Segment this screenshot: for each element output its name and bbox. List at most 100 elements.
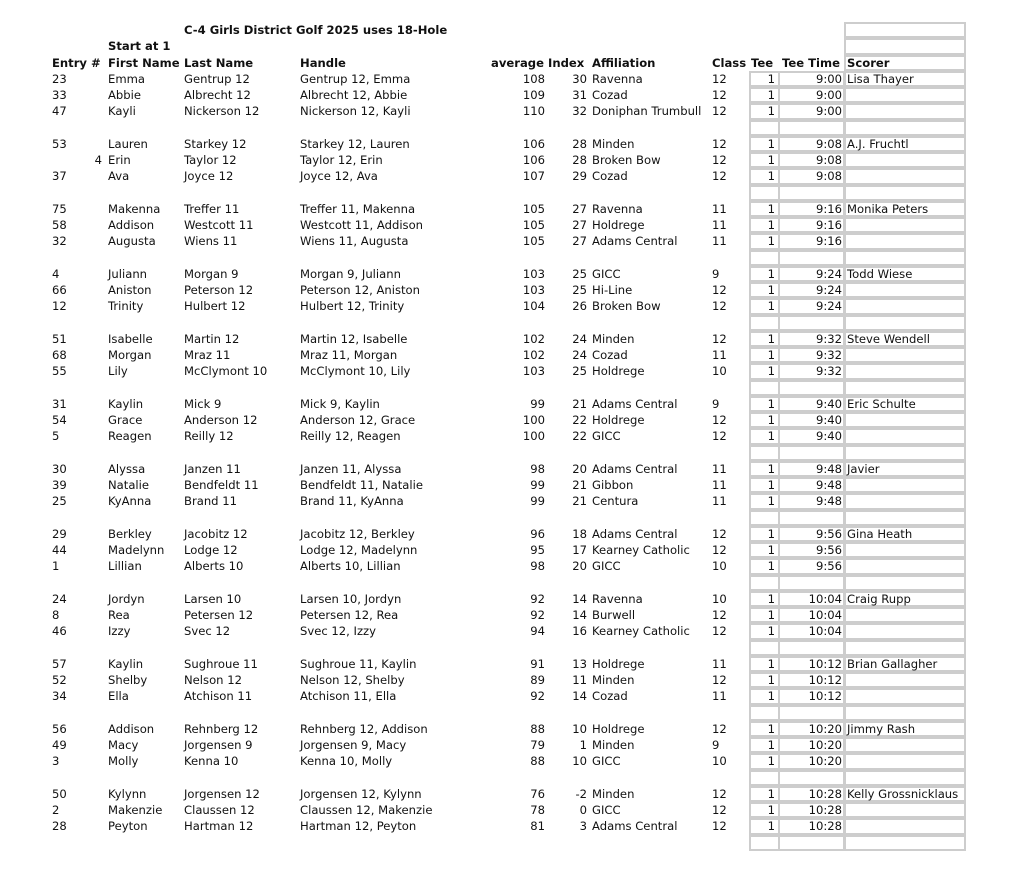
tee-cell[interactable]: 1 bbox=[749, 200, 780, 217]
tee-time-cell[interactable]: 9:24 bbox=[778, 298, 845, 315]
scorer-cell[interactable]: Jimmy Rash bbox=[844, 720, 966, 737]
tee-time-cell[interactable]: 9:00 bbox=[778, 103, 845, 120]
tee-cell[interactable]: 1 bbox=[749, 298, 780, 315]
scorer-cell[interactable] bbox=[844, 184, 966, 201]
tee-time-cell[interactable]: 9:24 bbox=[778, 282, 845, 299]
tee-time-cell[interactable] bbox=[778, 314, 845, 331]
scorer-cell[interactable] bbox=[844, 428, 966, 445]
tee-cell[interactable]: 1 bbox=[749, 412, 780, 429]
scorer-cell[interactable]: Javier bbox=[844, 460, 966, 477]
tee-cell[interactable]: 1 bbox=[749, 347, 780, 364]
scorer-cell[interactable] bbox=[844, 574, 966, 591]
scorer-cell[interactable] bbox=[844, 217, 966, 234]
tee-cell[interactable]: 1 bbox=[749, 152, 780, 169]
tee-cell[interactable] bbox=[749, 834, 780, 851]
scorer-cell[interactable] bbox=[844, 298, 966, 315]
tee-cell[interactable]: 1 bbox=[749, 493, 780, 510]
tee-cell[interactable] bbox=[749, 574, 780, 591]
tee-time-cell[interactable] bbox=[778, 444, 845, 461]
scorer-cell[interactable] bbox=[844, 802, 966, 819]
scorer-cell[interactable] bbox=[844, 249, 966, 266]
scorer-cell[interactable] bbox=[844, 119, 966, 136]
scorer-cell[interactable] bbox=[844, 282, 966, 299]
scorer-cell[interactable] bbox=[844, 379, 966, 396]
tee-time-cell[interactable] bbox=[778, 769, 845, 786]
tee-time-cell[interactable]: 10:04 bbox=[778, 607, 845, 624]
scorer-cell[interactable] bbox=[844, 737, 966, 754]
tee-time-cell[interactable]: 10:20 bbox=[778, 753, 845, 770]
scorer-cell[interactable]: Gina Heath bbox=[844, 525, 966, 542]
tee-cell[interactable]: 1 bbox=[749, 217, 780, 234]
tee-cell[interactable] bbox=[749, 379, 780, 396]
scorer-cell[interactable] bbox=[844, 38, 966, 55]
tee-cell[interactable]: 1 bbox=[749, 623, 780, 640]
tee-time-cell[interactable]: 9:08 bbox=[778, 168, 845, 185]
scorer-cell[interactable]: Craig Rupp bbox=[844, 590, 966, 607]
tee-time-cell[interactable]: 9:08 bbox=[778, 152, 845, 169]
tee-time-cell[interactable]: 10:12 bbox=[778, 655, 845, 672]
tee-time-cell[interactable]: 9:56 bbox=[778, 525, 845, 542]
tee-cell[interactable]: 1 bbox=[749, 395, 780, 412]
tee-time-cell[interactable] bbox=[778, 639, 845, 656]
scorer-cell[interactable] bbox=[844, 152, 966, 169]
tee-cell[interactable]: 1 bbox=[749, 233, 780, 250]
tee-cell[interactable]: 1 bbox=[749, 70, 780, 87]
tee-cell[interactable] bbox=[749, 444, 780, 461]
tee-time-cell[interactable]: 9:32 bbox=[778, 347, 845, 364]
scorer-cell[interactable] bbox=[844, 103, 966, 120]
tee-cell[interactable]: 1 bbox=[749, 785, 780, 802]
tee-cell[interactable]: 1 bbox=[749, 330, 780, 347]
scorer-cell[interactable] bbox=[844, 233, 966, 250]
scorer-cell[interactable] bbox=[844, 558, 966, 575]
tee-cell[interactable]: 1 bbox=[749, 477, 780, 494]
tee-time-cell[interactable] bbox=[778, 119, 845, 136]
tee-time-cell[interactable]: 9:16 bbox=[778, 217, 845, 234]
tee-cell[interactable]: 1 bbox=[749, 655, 780, 672]
tee-cell[interactable]: 1 bbox=[749, 87, 780, 104]
scorer-cell[interactable] bbox=[844, 542, 966, 559]
tee-cell[interactable] bbox=[749, 314, 780, 331]
tee-cell[interactable]: 1 bbox=[749, 590, 780, 607]
tee-time-cell[interactable] bbox=[778, 704, 845, 721]
tee-cell[interactable]: 1 bbox=[749, 672, 780, 689]
tee-cell[interactable]: 1 bbox=[749, 265, 780, 282]
tee-time-cell[interactable] bbox=[778, 249, 845, 266]
tee-time-cell[interactable]: 9:16 bbox=[778, 200, 845, 217]
tee-time-cell[interactable]: 9:16 bbox=[778, 233, 845, 250]
scorer-cell[interactable] bbox=[844, 363, 966, 380]
tee-cell[interactable]: 1 bbox=[749, 525, 780, 542]
tee-time-cell[interactable]: 10:28 bbox=[778, 818, 845, 835]
scorer-cell[interactable] bbox=[844, 412, 966, 429]
tee-cell[interactable]: 1 bbox=[749, 802, 780, 819]
scorer-cell[interactable] bbox=[844, 314, 966, 331]
scorer-cell[interactable] bbox=[844, 834, 966, 851]
scorer-cell[interactable]: Scorer bbox=[844, 54, 966, 71]
tee-time-cell[interactable]: 9:00 bbox=[778, 70, 845, 87]
scorer-cell[interactable] bbox=[844, 704, 966, 721]
scorer-cell[interactable] bbox=[844, 639, 966, 656]
tee-cell[interactable]: 1 bbox=[749, 542, 780, 559]
scorer-cell[interactable]: Todd Wiese bbox=[844, 265, 966, 282]
tee-time-cell[interactable]: 10:28 bbox=[778, 802, 845, 819]
scorer-cell[interactable] bbox=[844, 623, 966, 640]
tee-time-cell[interactable]: 10:12 bbox=[778, 672, 845, 689]
tee-time-cell[interactable] bbox=[778, 834, 845, 851]
scorer-cell[interactable] bbox=[844, 688, 966, 705]
tee-time-cell[interactable]: 9:56 bbox=[778, 542, 845, 559]
tee-cell[interactable] bbox=[749, 639, 780, 656]
scorer-cell[interactable] bbox=[844, 509, 966, 526]
tee-cell[interactable] bbox=[749, 119, 780, 136]
tee-time-cell[interactable]: 9:40 bbox=[778, 395, 845, 412]
tee-cell[interactable]: 1 bbox=[749, 688, 780, 705]
tee-time-cell[interactable] bbox=[778, 379, 845, 396]
scorer-cell[interactable] bbox=[844, 672, 966, 689]
scorer-cell[interactable] bbox=[844, 753, 966, 770]
tee-time-cell[interactable]: 9:48 bbox=[778, 477, 845, 494]
scorer-cell[interactable] bbox=[844, 818, 966, 835]
tee-cell[interactable]: 1 bbox=[749, 818, 780, 835]
scorer-cell[interactable]: Brian Gallagher bbox=[844, 655, 966, 672]
tee-cell[interactable] bbox=[749, 509, 780, 526]
tee-cell[interactable]: 1 bbox=[749, 753, 780, 770]
tee-time-cell[interactable]: 9:48 bbox=[778, 460, 845, 477]
scorer-cell[interactable] bbox=[844, 493, 966, 510]
